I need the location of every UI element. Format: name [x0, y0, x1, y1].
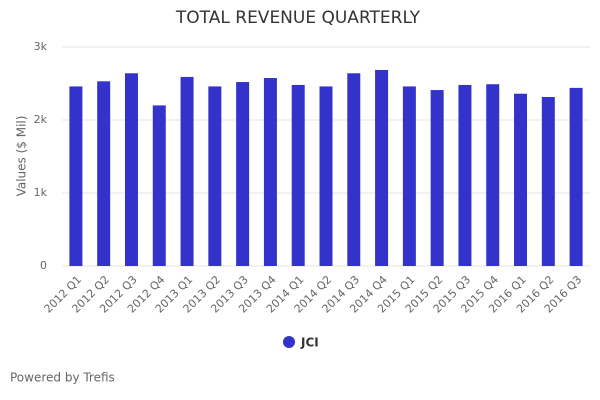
legend-marker[interactable]: [283, 336, 295, 348]
bar: [514, 93, 528, 266]
bar: [236, 82, 250, 266]
bar: [97, 81, 111, 266]
bar: [375, 69, 389, 267]
bar: [124, 73, 138, 266]
y-axis-label: Values ($ Mil): [15, 116, 29, 197]
bar: [208, 86, 222, 266]
chart-title: TOTAL REVENUE QUARTERLY: [175, 8, 421, 28]
bar: [486, 84, 500, 266]
bar: [263, 78, 277, 267]
y-tick-label: 0: [40, 259, 47, 272]
bar: [541, 97, 555, 266]
bar: [319, 86, 333, 266]
bar: [152, 105, 166, 267]
y-tick-label: 1k: [34, 186, 48, 199]
bar: [458, 84, 472, 267]
bar: [430, 90, 444, 266]
bar: [180, 76, 194, 267]
bar: [69, 86, 83, 266]
y-tick-label: 3k: [34, 40, 48, 53]
bar: [347, 73, 361, 266]
bar: [569, 87, 583, 266]
bar: [291, 84, 305, 267]
legend-label[interactable]: JCI: [300, 336, 319, 350]
credit: Powered by Trefis: [10, 371, 115, 385]
y-tick-label: 2k: [34, 113, 48, 126]
bar: [402, 86, 416, 266]
